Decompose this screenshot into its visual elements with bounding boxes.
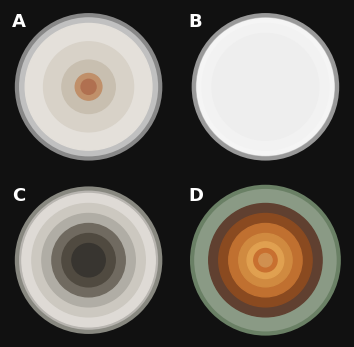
Circle shape xyxy=(229,223,302,297)
Circle shape xyxy=(197,18,334,155)
Circle shape xyxy=(212,33,319,140)
Circle shape xyxy=(22,194,155,327)
Circle shape xyxy=(25,24,152,150)
Circle shape xyxy=(42,213,135,307)
Circle shape xyxy=(62,60,115,113)
Circle shape xyxy=(32,203,145,317)
Circle shape xyxy=(44,42,133,132)
Circle shape xyxy=(254,248,277,272)
Circle shape xyxy=(199,194,332,327)
Text: B: B xyxy=(189,14,202,32)
Circle shape xyxy=(209,203,322,317)
Circle shape xyxy=(247,242,284,279)
Circle shape xyxy=(239,234,292,287)
Circle shape xyxy=(259,254,272,267)
Circle shape xyxy=(17,188,160,332)
Text: C: C xyxy=(12,187,25,205)
Circle shape xyxy=(17,15,160,159)
Circle shape xyxy=(52,223,125,297)
Circle shape xyxy=(219,213,312,307)
Circle shape xyxy=(62,234,115,287)
Circle shape xyxy=(202,24,329,150)
Circle shape xyxy=(81,79,96,94)
Circle shape xyxy=(72,244,105,277)
Circle shape xyxy=(194,15,337,159)
Circle shape xyxy=(192,187,339,333)
Text: A: A xyxy=(12,14,26,32)
Text: D: D xyxy=(189,187,204,205)
Circle shape xyxy=(75,74,102,100)
